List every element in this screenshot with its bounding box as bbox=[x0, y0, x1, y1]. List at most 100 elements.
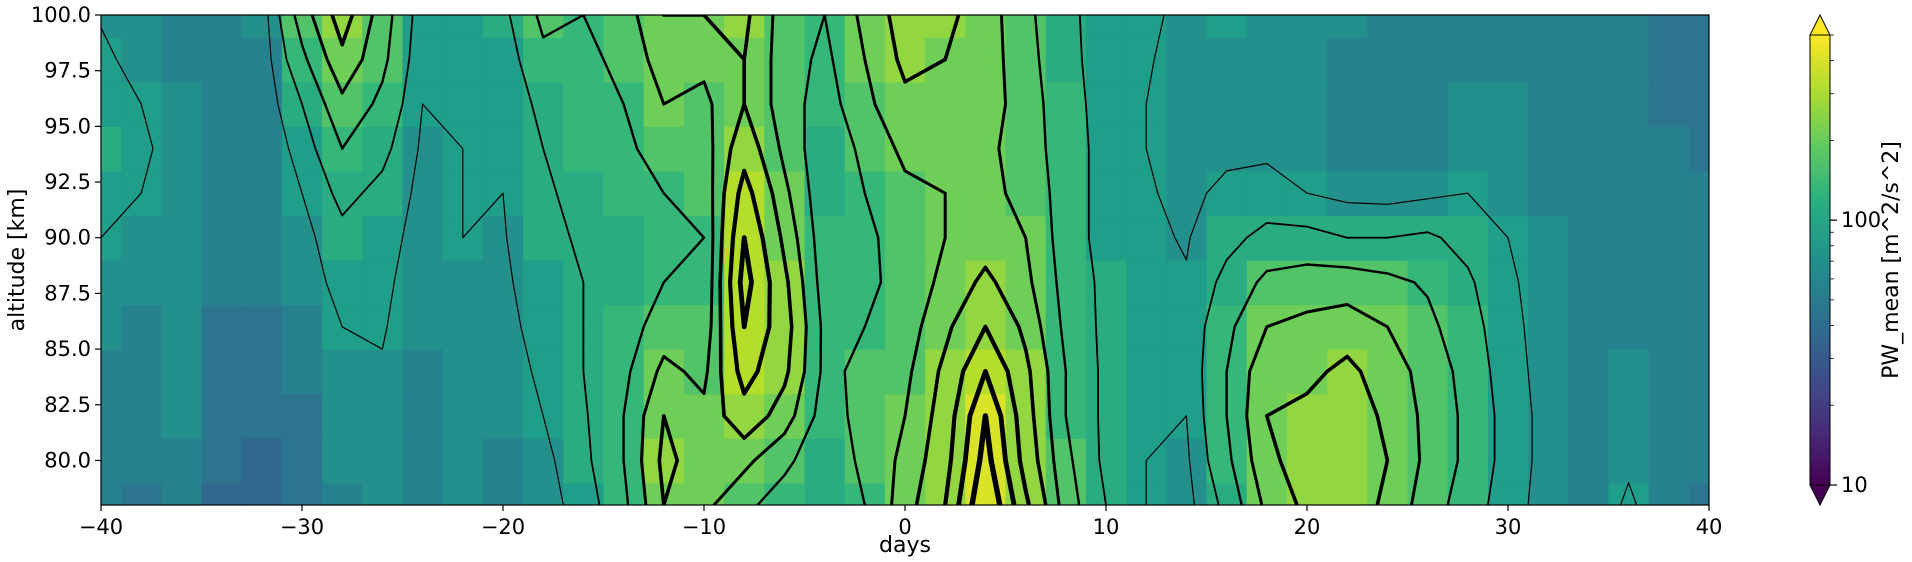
heatmap-cell bbox=[804, 215, 846, 261]
heatmap-cell bbox=[1367, 15, 1409, 38]
heatmap-cell bbox=[1447, 81, 1489, 127]
heatmap-cell bbox=[804, 126, 846, 172]
heatmap-cell bbox=[101, 438, 122, 484]
y-tick-label: 85.0 bbox=[44, 337, 91, 361]
heatmap-cell bbox=[201, 215, 243, 261]
heatmap-cell bbox=[442, 349, 484, 395]
heatmap-cell bbox=[1166, 482, 1208, 505]
heatmap-cell bbox=[603, 170, 645, 217]
heatmap-cell bbox=[884, 126, 926, 172]
heatmap-cell bbox=[1327, 393, 1368, 439]
heatmap-cell bbox=[1206, 304, 1248, 350]
heatmap-cell bbox=[1166, 37, 1208, 83]
heatmap-cell bbox=[161, 260, 203, 306]
y-tick-label: 100.0 bbox=[31, 3, 91, 27]
heatmap-cell bbox=[201, 393, 243, 439]
heatmap-cell bbox=[482, 81, 524, 127]
heatmap-cell bbox=[1648, 304, 1690, 350]
heatmap-cell bbox=[1005, 260, 1047, 306]
heatmap-cell bbox=[1407, 438, 1449, 484]
heatmap-cell bbox=[1447, 215, 1489, 261]
heatmap-cell bbox=[1085, 15, 1127, 38]
contour-line bbox=[737, 235, 1017, 505]
heatmap-cells bbox=[101, 15, 1709, 505]
heatmap-cell bbox=[161, 482, 203, 505]
heatmap-cell bbox=[362, 393, 404, 439]
heatmap-cell bbox=[884, 438, 926, 484]
heatmap-cell bbox=[402, 15, 444, 38]
heatmap-cell bbox=[1367, 260, 1409, 306]
heatmap-cell bbox=[1568, 482, 1610, 505]
heatmap-cell bbox=[1568, 81, 1610, 127]
heatmap-cell bbox=[724, 15, 765, 38]
heatmap-cell bbox=[1126, 393, 1167, 439]
heatmap-cell bbox=[281, 438, 323, 484]
heatmap-cell bbox=[161, 37, 203, 83]
heatmap-cell bbox=[1206, 37, 1248, 83]
x-axis-label: days bbox=[879, 533, 931, 558]
heatmap-cell bbox=[1085, 304, 1127, 350]
heatmap-cell bbox=[1528, 37, 1569, 83]
heatmap-cell bbox=[101, 215, 122, 261]
heatmap-cell bbox=[1246, 81, 1288, 127]
heatmap-cell bbox=[1286, 15, 1328, 38]
heatmap-cell bbox=[1528, 170, 1569, 217]
heatmap-cell bbox=[1648, 482, 1690, 505]
heatmap-cell bbox=[844, 260, 886, 306]
heatmap-cell bbox=[281, 304, 323, 350]
heatmap-cell bbox=[362, 126, 404, 172]
heatmap-cell bbox=[1286, 438, 1328, 484]
heatmap-cell bbox=[1608, 126, 1650, 172]
heatmap-cell bbox=[121, 482, 162, 505]
heatmap-cell bbox=[1206, 260, 1248, 306]
heatmap-cell bbox=[1286, 81, 1328, 127]
heatmap-cell bbox=[322, 349, 363, 395]
heatmap-cell bbox=[804, 81, 846, 127]
heatmap-cell bbox=[1487, 349, 1529, 395]
heatmap-cell bbox=[643, 15, 685, 38]
heatmap-cell bbox=[161, 215, 203, 261]
heatmap-cell bbox=[844, 482, 886, 505]
heatmap-cell bbox=[1648, 393, 1690, 439]
heatmap-cell bbox=[1126, 304, 1167, 350]
heatmap-cell bbox=[101, 482, 122, 505]
heatmap-cell bbox=[241, 349, 283, 395]
heatmap-cell bbox=[1367, 393, 1409, 439]
heatmap-cell bbox=[1005, 126, 1047, 172]
y-axis-label: altitude [km] bbox=[5, 189, 30, 332]
heatmap-cell bbox=[1648, 126, 1690, 172]
heatmap-cell bbox=[844, 126, 886, 172]
heatmap-cell bbox=[1648, 215, 1690, 261]
heatmap-cell bbox=[1608, 349, 1650, 395]
heatmap-cell bbox=[1648, 37, 1690, 83]
heatmap-cell bbox=[1085, 438, 1127, 484]
heatmap-cell bbox=[101, 170, 122, 217]
heatmap-cell bbox=[1447, 37, 1489, 83]
heatmap-cell bbox=[1005, 81, 1047, 127]
heatmap-cell bbox=[804, 15, 846, 38]
heatmap-cell bbox=[322, 15, 363, 38]
heatmap-cell bbox=[1568, 349, 1610, 395]
heatmap-cell bbox=[121, 349, 162, 395]
heatmap-cell bbox=[925, 438, 966, 484]
contour-line bbox=[728, 168, 1031, 505]
heatmap-cell bbox=[201, 15, 243, 38]
heatmap-cell bbox=[965, 81, 1007, 127]
heatmap-cell bbox=[804, 393, 846, 439]
heatmap-cell bbox=[1085, 482, 1127, 505]
heatmap-cell bbox=[442, 81, 484, 127]
heatmap-cell bbox=[281, 349, 323, 395]
heatmap-cell bbox=[884, 260, 926, 306]
heatmap-cell bbox=[362, 81, 404, 127]
heatmap-cell bbox=[201, 81, 243, 127]
heatmap-cell bbox=[121, 126, 162, 172]
heatmap-cell bbox=[523, 260, 564, 306]
heatmap-cell bbox=[241, 438, 283, 484]
heatmap-cell bbox=[201, 126, 243, 172]
heatmap-cell bbox=[683, 438, 725, 484]
colorbar-tick-label: 100 bbox=[1841, 208, 1881, 232]
heatmap-cell bbox=[362, 260, 404, 306]
heatmap-cell bbox=[121, 260, 162, 306]
heatmap-cell bbox=[683, 260, 725, 306]
heatmap-cell bbox=[603, 304, 645, 350]
